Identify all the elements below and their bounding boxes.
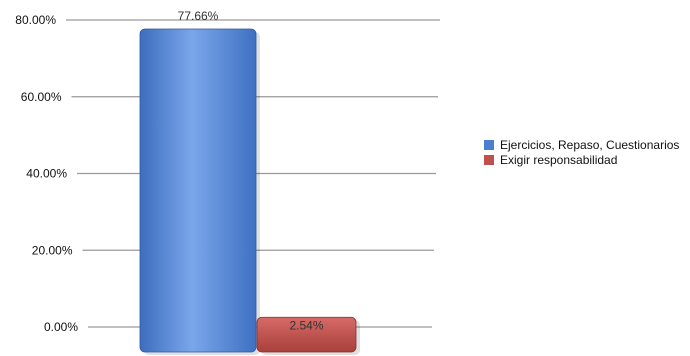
legend-label: Ejercicios, Repaso, Cuestionarios bbox=[500, 138, 679, 152]
data-label: 2.54% bbox=[289, 318, 323, 332]
data-labels: 77.66% 2.54% bbox=[178, 9, 324, 332]
bar-ejercicios bbox=[139, 28, 257, 353]
legend-swatch bbox=[484, 140, 494, 150]
data-label: 77.66% bbox=[178, 9, 219, 23]
y-tick-label: 60.00% bbox=[21, 90, 62, 104]
legend: Ejercicios, Repaso, CuestionariosExigir … bbox=[484, 138, 679, 167]
y-tick-label: 20.00% bbox=[32, 243, 73, 257]
y-tick-label: 40.00% bbox=[26, 167, 67, 181]
y-tick-label: 0.00% bbox=[44, 320, 78, 334]
legend-swatch bbox=[484, 155, 494, 165]
bar-exigir bbox=[256, 316, 357, 353]
y-axis-ticks: 0.00% 20.00% 40.00% 60.00% 80.00% bbox=[15, 13, 78, 334]
y-tick-label: 80.00% bbox=[15, 13, 56, 27]
legend-label: Exigir responsabilidad bbox=[500, 153, 617, 167]
bars bbox=[139, 28, 360, 356]
